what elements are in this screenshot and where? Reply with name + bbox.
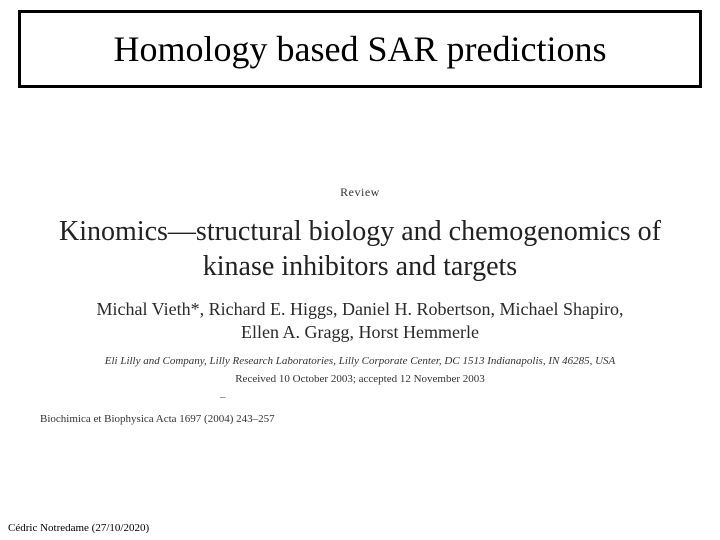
paper-citation-block: Review Kinomics—structural biology and c… xyxy=(40,185,680,425)
authors-line1: Michal Vieth*, Richard E. Higgs, Daniel … xyxy=(97,299,624,319)
paper-title-line2: kinase inhibitors and targets xyxy=(203,251,517,282)
paper-authors: Michal Vieth*, Richard E. Higgs, Daniel … xyxy=(40,298,680,345)
footer-credit: Cédric Notredame (27/10/2020) xyxy=(8,522,149,534)
paper-title: Kinomics—structural biology and chemogen… xyxy=(40,214,680,284)
title-box: Homology based SAR predictions xyxy=(18,10,702,88)
dash-mark: – xyxy=(40,391,680,403)
paper-journal: Biochimica et Biophysica Acta 1697 (2004… xyxy=(40,413,680,425)
paper-dates: Received 10 October 2003; accepted 12 No… xyxy=(40,373,680,385)
slide-title: Homology based SAR predictions xyxy=(114,28,607,70)
review-label: Review xyxy=(40,185,680,200)
authors-line2: Ellen A. Gragg, Horst Hemmerle xyxy=(241,322,479,342)
paper-affiliation: Eli Lilly and Company, Lilly Research La… xyxy=(40,355,680,367)
paper-title-line1: Kinomics—structural biology and chemogen… xyxy=(59,216,661,247)
